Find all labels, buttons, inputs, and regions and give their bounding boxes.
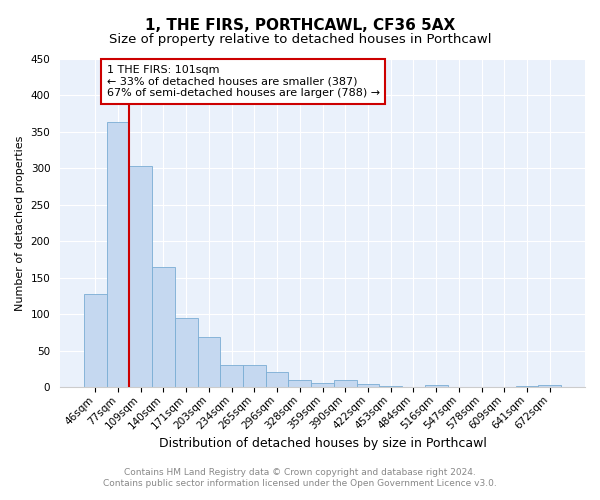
Bar (107, 122, 130, 387)
Bar (175, 318, 197, 387)
Bar (515, 386, 538, 387)
Bar (84, 294, 107, 387)
Bar (130, 166, 152, 387)
Bar (243, 365, 266, 387)
Bar (379, 386, 402, 387)
Bar (220, 365, 243, 387)
X-axis label: Distribution of detached houses by size in Porthcawl: Distribution of detached houses by size … (158, 437, 487, 450)
Text: 1, THE FIRS, PORTHCAWL, CF36 5AX: 1, THE FIRS, PORTHCAWL, CF36 5AX (145, 18, 455, 32)
Text: Contains HM Land Registry data © Crown copyright and database right 2024.
Contai: Contains HM Land Registry data © Crown c… (103, 468, 497, 487)
Bar (356, 384, 379, 387)
Y-axis label: Number of detached properties: Number of detached properties (15, 136, 25, 310)
Bar (334, 380, 356, 387)
Bar (538, 385, 561, 387)
Text: 1 THE FIRS: 101sqm
← 33% of detached houses are smaller (387)
67% of semi-detach: 1 THE FIRS: 101sqm ← 33% of detached hou… (107, 65, 380, 98)
Bar (425, 385, 448, 387)
Bar (289, 380, 311, 387)
Text: Size of property relative to detached houses in Porthcawl: Size of property relative to detached ho… (109, 32, 491, 46)
Bar (266, 372, 289, 387)
Bar (152, 268, 175, 387)
Bar (197, 336, 220, 387)
Bar (311, 382, 334, 387)
